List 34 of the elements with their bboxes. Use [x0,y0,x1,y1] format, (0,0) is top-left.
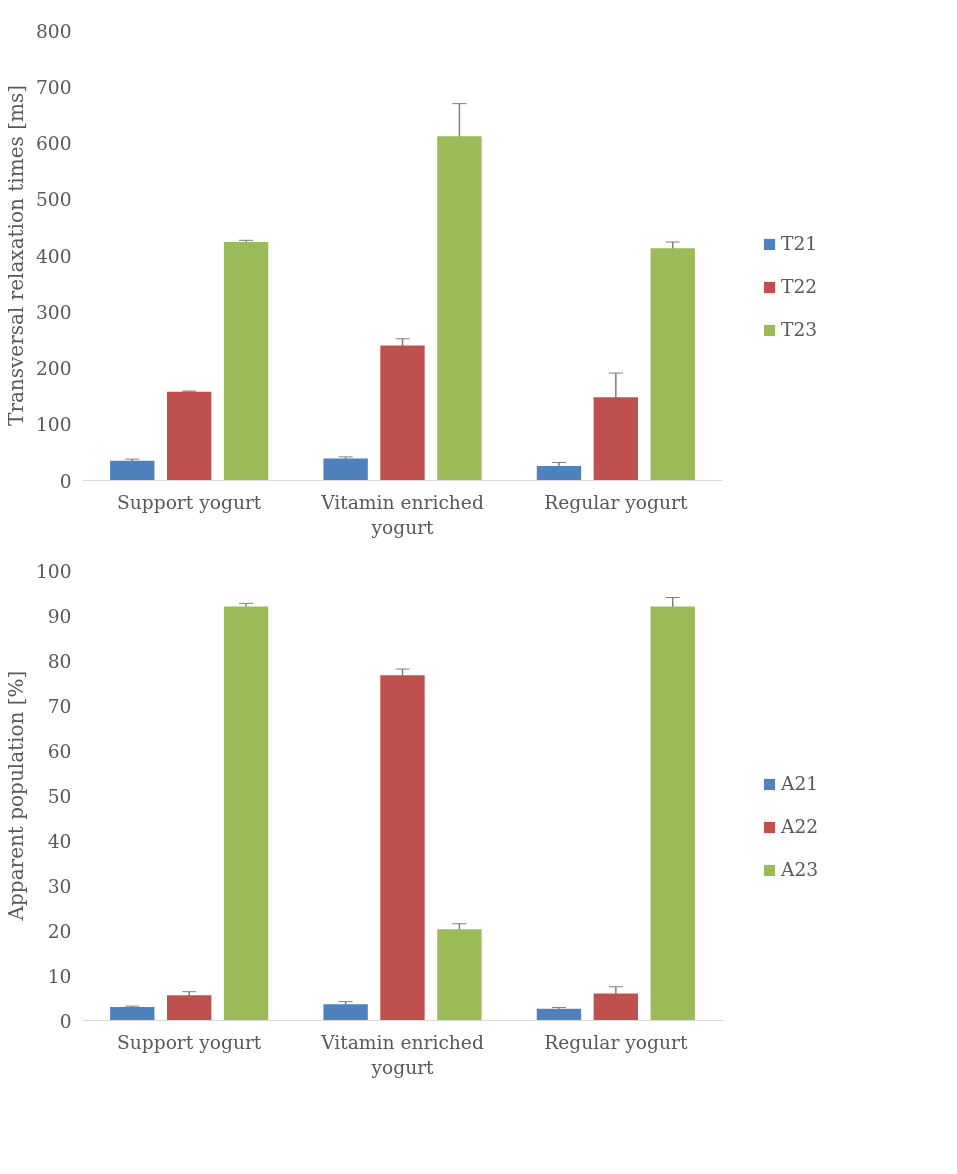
legend-label: A22 [781,816,819,837]
legend-label: A23 [781,859,819,880]
x-tick-label: Vitamin enriched yogurt [320,491,484,538]
y-tick-label: 40 [47,830,72,852]
y-tick-label: 0 [59,1010,72,1032]
y-tick-label: 70 [47,695,72,717]
y-tick-label: 300 [35,301,72,323]
y-tick-label: 200 [35,358,72,379]
y-axis-title: Transversal relaxation times [ms] [3,85,28,426]
y-tick-label: 700 [35,76,72,98]
legend-label: T23 [781,319,818,340]
x-tick-label: Vitamin enriched yogurt [320,1031,484,1078]
y-tick-label: 400 [35,245,72,267]
y-tick-label: 100 [35,414,72,436]
x-tick-label: Regular yogurt [544,1031,688,1053]
y-tick-label: 50 [47,785,72,807]
x-tick-label: Regular yogurt [544,491,688,513]
y-tick-label: 500 [35,189,72,211]
y-tick-label: 0 [59,470,72,492]
y-tick-label: 20 [47,920,72,942]
y-tick-label: 80 [47,650,72,672]
y-tick-label: 100 [35,560,72,582]
y-tick-label: 800 [35,20,72,42]
y-axis-title: Apparent population [%] [3,670,28,922]
legend-label: A21 [781,773,819,794]
legend-label: T22 [781,276,818,297]
x-tick-label: Support yogurt [116,491,262,513]
y-tick-label: 10 [47,965,72,987]
y-tick-label: 30 [47,875,72,897]
y-tick-label: 600 [35,133,72,154]
y-tick-label: 60 [47,740,72,762]
x-tick-label: Support yogurt [116,1031,262,1053]
legend-label: T21 [781,233,818,254]
y-tick-label: 90 [47,605,72,627]
